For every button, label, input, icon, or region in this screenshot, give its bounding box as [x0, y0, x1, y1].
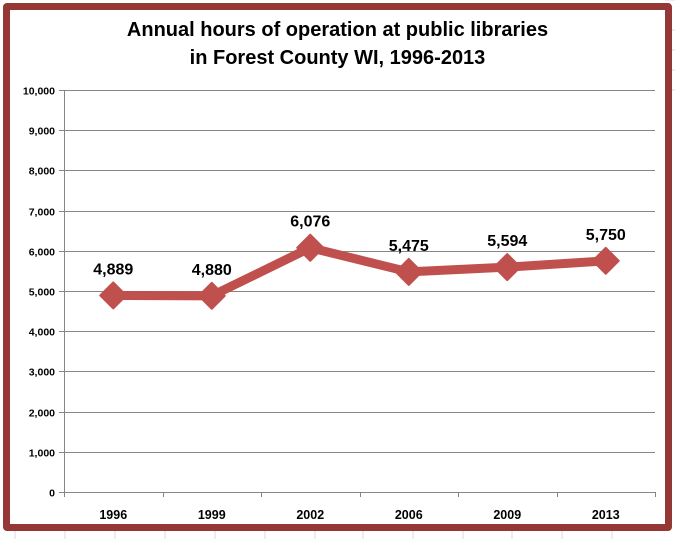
x-tick-label: 2006: [395, 508, 423, 522]
data-label: 5,750: [586, 227, 626, 244]
diamond-marker: [296, 233, 325, 262]
series-line: [113, 243, 607, 301]
data-label: 5,475: [389, 238, 429, 255]
data-label: 4,889: [93, 261, 133, 278]
chart-title-line-2: in Forest County WI, 1996-2013: [189, 47, 486, 69]
y-tick-label: 2,000: [29, 408, 55, 420]
y-tick-label: 3,000: [29, 367, 55, 379]
x-tick-label: 2009: [493, 508, 521, 522]
diamond-marker: [197, 281, 226, 310]
diamond-marker: [591, 246, 620, 275]
y-tick-label: 6,000: [29, 247, 55, 259]
y-tick-label: 10,000: [23, 86, 55, 98]
y-tick-label: 8,000: [29, 166, 55, 178]
y-tick-label: 9,000: [29, 126, 55, 138]
y-tick-label: 5,000: [29, 287, 55, 299]
diamond-marker: [99, 281, 128, 310]
diamond-marker: [394, 257, 423, 286]
y-tick-label: 1,000: [29, 448, 55, 460]
data-label: 5,594: [487, 233, 527, 250]
x-tick-label: 1996: [99, 508, 127, 522]
x-tick-label: 1999: [198, 508, 226, 522]
chart-title-line-1: Annual hours of operation at public libr…: [126, 19, 549, 41]
diamond-marker: [493, 253, 522, 282]
y-tick-label: 4,000: [29, 327, 55, 339]
x-tick-label: 2002: [296, 508, 324, 522]
data-label: 6,076: [290, 214, 330, 231]
y-tick-label: 0: [49, 488, 55, 500]
x-tick-label: 2013: [592, 508, 620, 522]
y-tick-label: 7,000: [29, 207, 55, 219]
data-label: 4,880: [192, 262, 232, 279]
